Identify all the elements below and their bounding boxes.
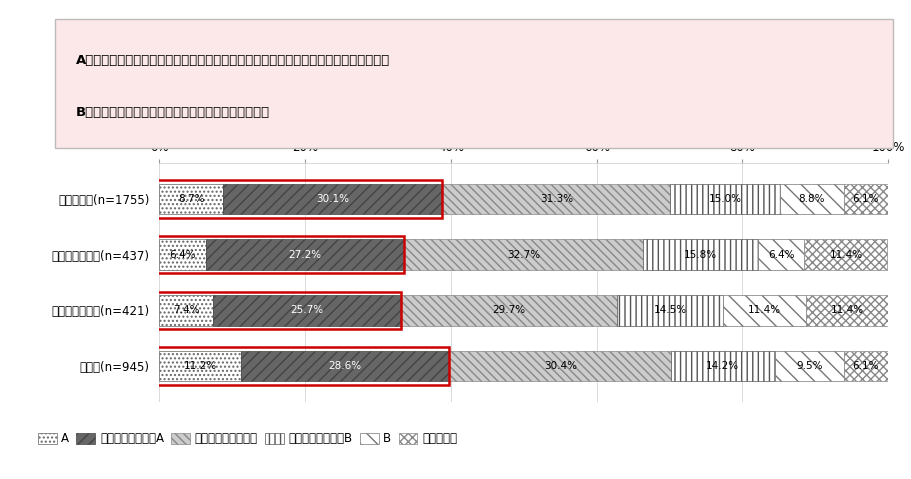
Bar: [401, 295, 617, 326]
Text: 15.8%: 15.8%: [683, 250, 717, 260]
Bar: [442, 184, 670, 215]
Text: 31.3%: 31.3%: [539, 194, 573, 204]
Bar: [223, 184, 442, 215]
Text: 6.4%: 6.4%: [768, 250, 794, 260]
Bar: [806, 295, 889, 326]
Text: 8.8%: 8.8%: [798, 194, 825, 204]
Text: 6.1%: 6.1%: [853, 194, 879, 204]
Bar: [758, 240, 804, 270]
Text: 30.4%: 30.4%: [544, 361, 577, 371]
Legend: A, どちらかというとA, どちらともいえない, どちらかというとB, B, わからない: A, どちらかというとA, どちらともいえない, どちらかというとB, B, わ…: [37, 432, 457, 445]
Text: 27.2%: 27.2%: [289, 250, 322, 260]
Bar: [844, 351, 888, 381]
Text: 29.7%: 29.7%: [492, 306, 526, 316]
Bar: [159, 240, 206, 270]
Bar: [449, 351, 671, 381]
Bar: [642, 240, 758, 270]
Bar: [804, 240, 887, 270]
Text: 14.5%: 14.5%: [653, 306, 687, 316]
Text: 11.4%: 11.4%: [748, 306, 781, 316]
Text: A：介護休業期間は主に仕事を続けながら介護をするための体制を構築する期間である: A：介護休業期間は主に仕事を続けながら介護をするための体制を構築する期間である: [76, 54, 390, 67]
Text: 6.4%: 6.4%: [169, 250, 196, 260]
Text: 11.4%: 11.4%: [831, 306, 864, 316]
Text: 6.1%: 6.1%: [853, 361, 879, 371]
Text: 8.7%: 8.7%: [178, 194, 204, 204]
Bar: [158, 347, 449, 385]
Bar: [844, 184, 888, 215]
Bar: [617, 295, 722, 326]
Bar: [159, 351, 241, 381]
Text: 11.2%: 11.2%: [184, 361, 217, 371]
Bar: [159, 295, 213, 326]
Bar: [206, 240, 404, 270]
Text: 15.0%: 15.0%: [709, 194, 742, 204]
Bar: [241, 351, 449, 381]
Text: 7.4%: 7.4%: [173, 306, 200, 316]
Text: 14.2%: 14.2%: [706, 361, 740, 371]
Bar: [780, 184, 844, 215]
Bar: [722, 295, 806, 326]
Bar: [404, 240, 642, 270]
Bar: [158, 181, 442, 218]
Text: 11.4%: 11.4%: [829, 250, 863, 260]
Text: 30.1%: 30.1%: [316, 194, 349, 204]
Text: 32.7%: 32.7%: [507, 250, 540, 260]
Bar: [158, 292, 401, 329]
Bar: [774, 351, 844, 381]
Text: 28.6%: 28.6%: [329, 361, 362, 371]
Bar: [670, 184, 780, 215]
Bar: [158, 236, 404, 274]
Text: B：介護休業期間は介護に専念するための期間である: B：介護休業期間は介護に専念するための期間である: [76, 106, 270, 119]
Text: 25.7%: 25.7%: [291, 306, 323, 316]
Bar: [159, 184, 223, 215]
Text: 9.5%: 9.5%: [796, 361, 823, 371]
Bar: [213, 295, 401, 326]
Bar: [671, 351, 774, 381]
